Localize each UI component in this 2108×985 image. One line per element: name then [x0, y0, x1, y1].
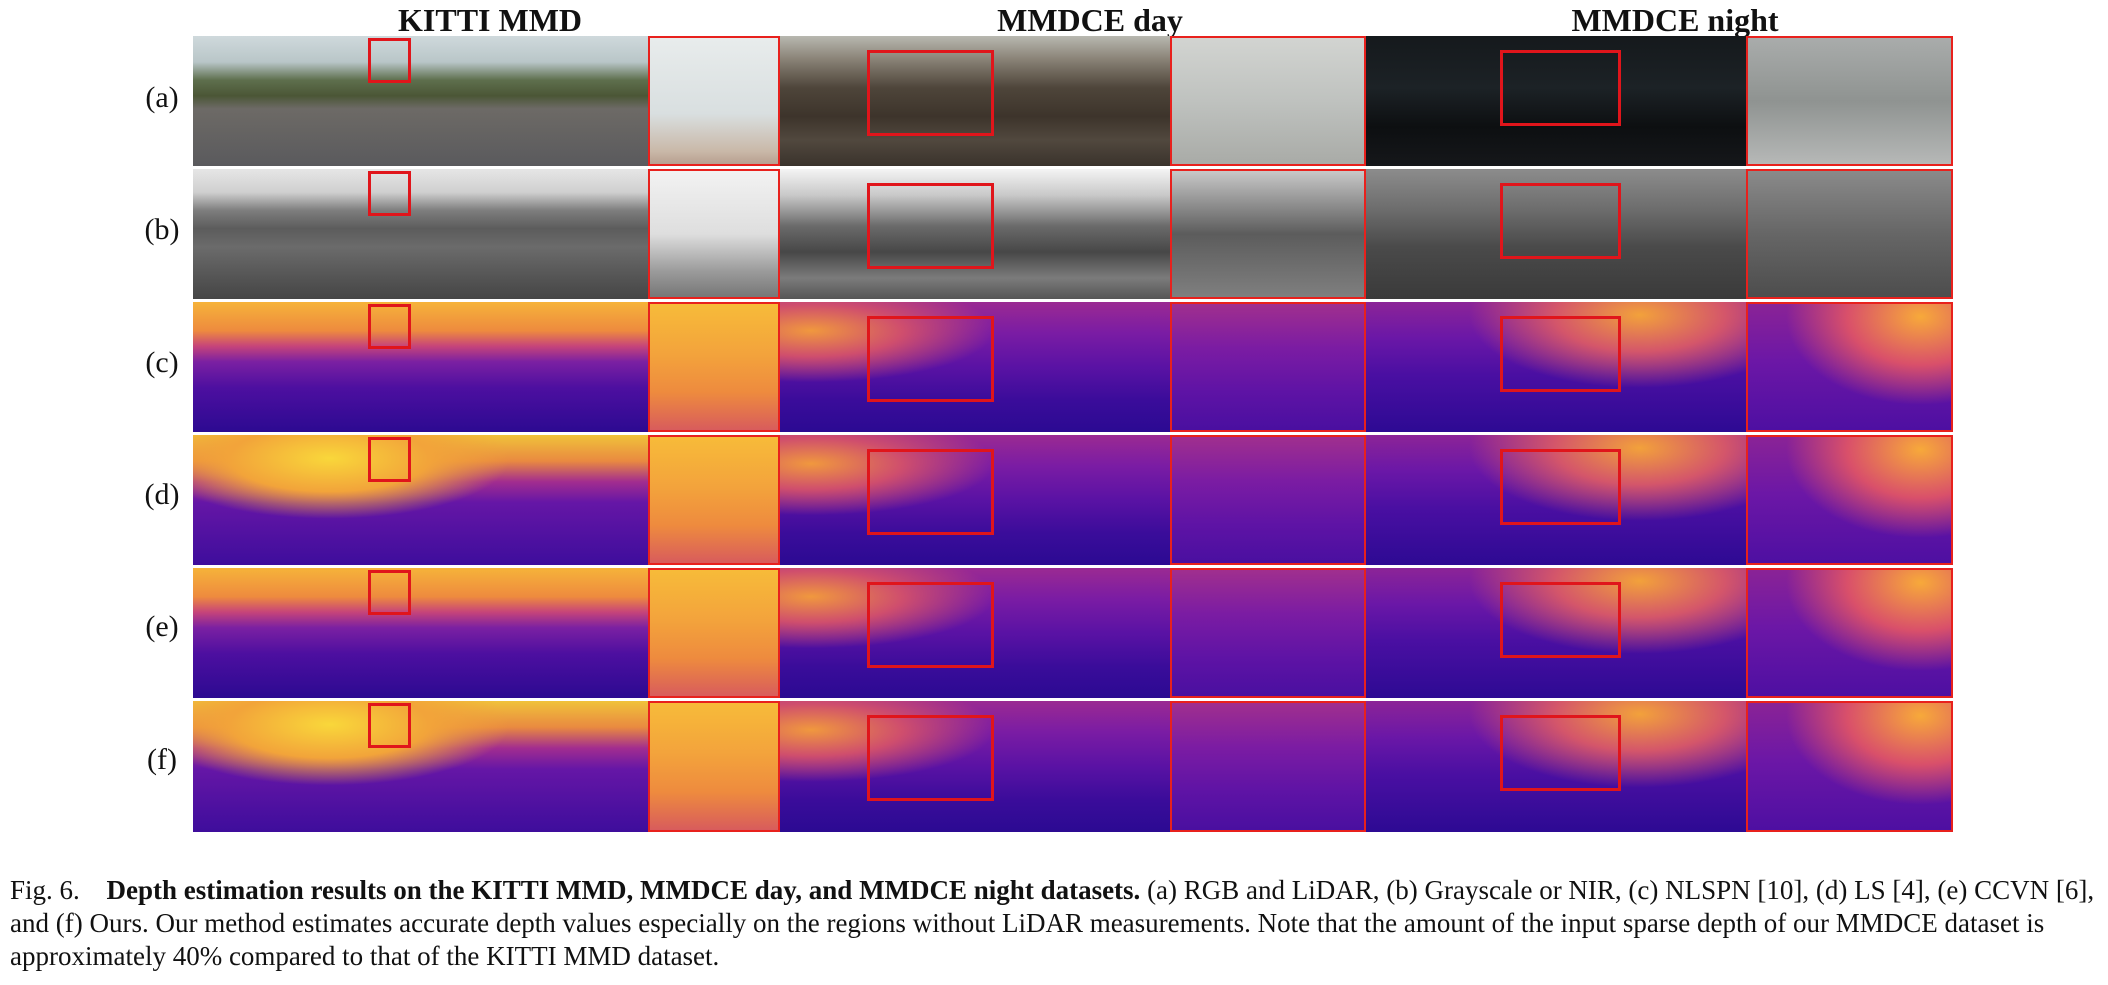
column-title-kitti-mmd: KITTI MMD — [398, 2, 582, 38]
highlight-box — [867, 582, 994, 668]
night-rgb-image — [1366, 36, 1746, 166]
kitti-depth-ours — [193, 701, 648, 832]
night-depth-nlspn-zoom — [1746, 302, 1953, 432]
highlight-box — [368, 437, 411, 482]
night-depth-ls — [1366, 435, 1746, 565]
row-label-e: (e) — [145, 610, 179, 643]
highlight-box — [1500, 582, 1621, 658]
day-depth-ccvn-zoom — [1170, 568, 1366, 698]
caption-body: (a) RGB and LiDAR, (b) Grayscale or NIR,… — [10, 875, 2095, 971]
highlight-box — [1500, 183, 1621, 259]
highlight-box — [867, 449, 994, 535]
kitti-depth-ours-zoom — [648, 701, 780, 832]
kitti-depth-nlspn — [193, 302, 648, 432]
highlight-box — [867, 50, 994, 136]
figure-caption: Fig. 6. Depth estimation results on the … — [10, 874, 2100, 973]
day-depth-ours — [780, 701, 1170, 832]
kitti-depth-ls — [193, 435, 648, 565]
night-depth-ours-zoom — [1746, 701, 1953, 832]
highlight-box — [368, 304, 411, 349]
highlight-box — [368, 38, 411, 83]
row-label-f: (f) — [147, 743, 177, 776]
day-rgb-zoom — [1170, 36, 1366, 166]
night-nir-image — [1366, 169, 1746, 299]
highlight-box — [867, 183, 994, 269]
row-label-b: (b) — [144, 213, 180, 246]
day-nir-image — [780, 169, 1170, 299]
day-depth-ls — [780, 435, 1170, 565]
highlight-box — [368, 703, 411, 748]
highlight-box — [867, 715, 994, 801]
highlight-box — [368, 570, 411, 615]
result-image-grid — [193, 36, 1953, 832]
day-depth-nlspn-zoom — [1170, 302, 1366, 432]
column-title-mmdce-day: MMDCE day — [997, 2, 1183, 38]
kitti-depth-ccvn — [193, 568, 648, 698]
highlight-box — [1500, 449, 1621, 525]
kitti-rgb-zoom — [648, 36, 780, 166]
night-depth-ccvn — [1366, 568, 1746, 698]
night-depth-ours — [1366, 701, 1746, 832]
day-depth-ours-zoom — [1170, 701, 1366, 832]
kitti-rgb-image — [193, 36, 648, 166]
night-depth-ls-zoom — [1746, 435, 1953, 565]
night-depth-nlspn — [1366, 302, 1746, 432]
day-depth-ls-zoom — [1170, 435, 1366, 565]
row-label-a: (a) — [145, 81, 179, 114]
day-nir-zoom — [1170, 169, 1366, 299]
night-depth-ccvn-zoom — [1746, 568, 1953, 698]
row-label-d: (d) — [144, 478, 180, 511]
highlight-box — [368, 171, 411, 216]
night-rgb-zoom — [1746, 36, 1953, 166]
column-title-mmdce-night: MMDCE night — [1571, 2, 1779, 38]
day-depth-nlspn — [780, 302, 1170, 432]
figure-number: Fig. 6. — [10, 875, 80, 905]
kitti-depth-ccvn-zoom — [648, 568, 780, 698]
highlight-box — [867, 316, 994, 402]
day-rgb-image — [780, 36, 1170, 166]
kitti-depth-nlspn-zoom — [648, 302, 780, 432]
day-depth-ccvn — [780, 568, 1170, 698]
highlight-box — [1500, 316, 1621, 392]
kitti-gray-image — [193, 169, 648, 299]
highlight-box — [1500, 50, 1621, 126]
highlight-box — [1500, 715, 1621, 791]
night-nir-zoom — [1746, 169, 1953, 299]
kitti-depth-ls-zoom — [648, 435, 780, 565]
row-label-c: (c) — [145, 346, 179, 379]
kitti-gray-zoom — [648, 169, 780, 299]
caption-title: Depth estimation results on the KITTI MM… — [106, 875, 1141, 905]
